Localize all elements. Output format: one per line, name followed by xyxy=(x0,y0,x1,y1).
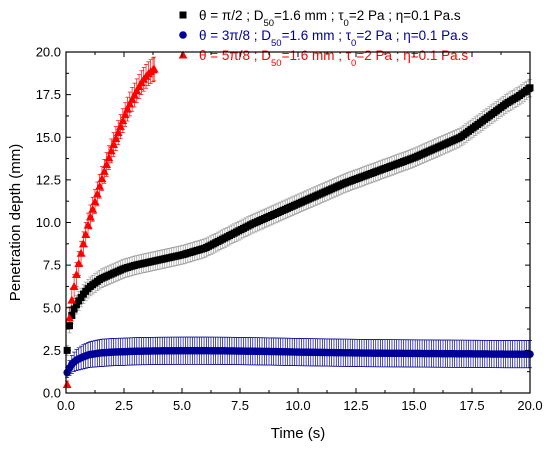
legend-text-part: 50 xyxy=(263,18,274,29)
legend-text-part: θ = 5π/8 ; D xyxy=(199,48,271,63)
data-point xyxy=(130,90,139,99)
data-point xyxy=(74,259,84,267)
y-tick-label: 2.5 xyxy=(43,343,61,358)
data-markers xyxy=(62,64,534,388)
y-tick-label: 10.0 xyxy=(36,215,61,230)
legend-marker xyxy=(179,31,187,39)
legend-marker xyxy=(179,11,187,19)
data-point xyxy=(70,305,78,313)
data-point xyxy=(79,239,88,248)
data-point xyxy=(81,230,91,238)
data-point xyxy=(97,174,107,183)
data-point xyxy=(149,64,159,73)
data-point xyxy=(109,140,118,149)
data-point xyxy=(72,270,81,279)
legend-text-part: 50 xyxy=(271,38,282,49)
legend-text-part: =1.6 mm ; τ xyxy=(274,8,344,23)
y-tick-label: 5.0 xyxy=(43,300,61,315)
legend-text-part: 0 xyxy=(351,38,356,49)
data-point xyxy=(90,197,100,206)
x-tick-label: 15.0 xyxy=(401,398,426,413)
data-point xyxy=(120,110,130,119)
data-point xyxy=(69,282,79,290)
data-point xyxy=(65,313,74,322)
data-point xyxy=(127,94,137,103)
data-point xyxy=(102,160,111,169)
legend-text-part: =1.6 mm ; τ xyxy=(282,28,352,43)
data-point xyxy=(99,166,109,175)
data-point xyxy=(116,122,125,131)
x-axis-title: Time (s) xyxy=(271,425,325,442)
legend-text-part: 0 xyxy=(344,18,349,29)
x-tick-label: 10.0 xyxy=(285,398,310,413)
legend-text-part: θ = π/2 ; D xyxy=(199,8,264,23)
x-tick-label: 5.0 xyxy=(173,398,191,413)
data-point xyxy=(65,322,73,330)
x-tick-label: 0.0 xyxy=(57,398,75,413)
y-tick-label: 20.0 xyxy=(36,45,61,60)
legend-text-part: =1.6 mm ; τ xyxy=(282,48,352,63)
y-tick-label: 12.5 xyxy=(36,172,61,187)
data-point xyxy=(123,104,132,113)
legend-entry: θ = π/2 ; D50=1.6 mm ; τ0=2 Pa ; η=0.1 P… xyxy=(199,8,461,29)
data-point xyxy=(85,212,95,221)
data-point xyxy=(125,99,135,108)
y-tick-label: 17.5 xyxy=(36,87,61,102)
y-tick-label: 15.0 xyxy=(36,130,61,145)
legend-text-part: θ = 3π/8 ; D xyxy=(199,28,271,43)
x-tick-label: 17.5 xyxy=(459,398,484,413)
legend-text-part: =2 Pa ; η=0.1 Pa.s xyxy=(356,28,468,43)
x-axis-ticks: 0.0 2.5 5.0 7.5 10.0 12.5 15.0 17.5 20.0 xyxy=(57,52,543,413)
x-tick-label: 7.5 xyxy=(231,398,249,413)
error-bars xyxy=(65,56,532,389)
x-tick-label: 12.5 xyxy=(343,398,368,413)
data-point xyxy=(132,86,142,95)
y-axis-title: Penetration depth (mm) xyxy=(7,144,24,302)
legend-text-part: 50 xyxy=(271,58,282,69)
x-tick-label: 2.5 xyxy=(115,398,133,413)
x-tick-label: 20.0 xyxy=(517,398,542,413)
legend-text-part: =2 Pa ; η=0.1 Pa.s xyxy=(349,8,461,23)
data-point xyxy=(113,128,123,137)
y-tick-label: 7.5 xyxy=(43,258,61,273)
data-point xyxy=(95,181,105,190)
y-tick-label: 0.0 xyxy=(43,386,61,401)
y-axis-ticks: 0.0 2.5 5.0 7.5 10.0 12.5 15.0 17.5 20.0 xyxy=(36,45,530,401)
data-point xyxy=(92,189,102,198)
data-point xyxy=(111,134,121,143)
data-point xyxy=(106,146,116,155)
data-point xyxy=(72,301,80,309)
plot-frame xyxy=(65,51,531,394)
data-point xyxy=(88,204,98,213)
legend: θ = π/2 ; D50=1.6 mm ; τ0=2 Pa ; η=0.1 P… xyxy=(178,8,468,69)
legend-entry: θ = 5π/8 ; D50=1.6 mm ; τ0=2 Pa ; η=0.1 … xyxy=(199,48,468,69)
data-point xyxy=(118,116,128,125)
data-point xyxy=(104,153,114,162)
legend-text-part: =2 Pa ; η=0.1 Pa.s xyxy=(356,48,468,63)
data-point xyxy=(62,380,72,388)
data-point xyxy=(67,295,77,304)
legend-text-part: 0 xyxy=(351,58,356,69)
legend-entry: θ = 3π/8 ; D50=1.6 mm ; τ0=2 Pa ; η=0.1 … xyxy=(199,28,468,49)
data-point xyxy=(68,311,76,319)
legend-marker xyxy=(178,50,188,59)
data-point xyxy=(83,220,93,229)
data-point xyxy=(76,248,86,257)
